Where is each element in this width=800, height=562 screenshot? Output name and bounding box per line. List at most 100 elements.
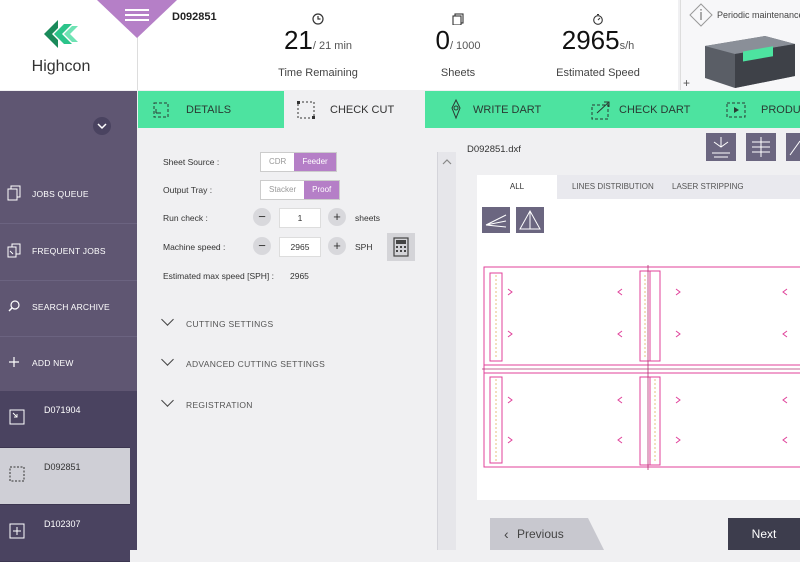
file-name: D092851.dxf xyxy=(467,144,521,155)
triangle-tool-button[interactable] xyxy=(516,207,544,233)
sidebar-item-search-archive[interactable]: SEARCH ARCHIVE xyxy=(0,280,137,337)
machine-speed-unit: SPH xyxy=(355,242,373,252)
section-registration[interactable]: REGISTRATION xyxy=(161,394,253,410)
sidebar-item-label: SEARCH ARCHIVE xyxy=(32,302,110,312)
dxf-preview-canvas[interactable] xyxy=(477,199,800,500)
machine-speed-label: Machine speed : xyxy=(163,242,226,252)
previous-label: Previous xyxy=(517,527,564,541)
job-item-label: D092851 xyxy=(44,462,81,472)
chevron-down-icon xyxy=(161,394,174,407)
view-tab-all[interactable]: ALL xyxy=(477,175,557,199)
write-dart-icon xyxy=(451,98,461,120)
chevron-left-icon: ‹ xyxy=(504,526,509,542)
tab-details[interactable]: DETAILS xyxy=(138,91,284,128)
run-check-label: Run check : xyxy=(163,213,208,223)
section-label: CUTTING SETTINGS xyxy=(186,319,274,329)
laser-beam-button[interactable] xyxy=(482,207,510,233)
laser-icon xyxy=(712,137,730,158)
align-tool-button[interactable] xyxy=(746,133,776,161)
sidebar-scrollbar[interactable] xyxy=(130,391,137,550)
run-check-input[interactable]: 1 xyxy=(279,208,321,228)
menu-button[interactable] xyxy=(97,0,177,38)
machine-speed-decrement-button[interactable]: − xyxy=(253,237,271,255)
job-icon xyxy=(9,409,25,425)
metric-label: Time Remaining xyxy=(278,67,358,79)
sidebar-item-label: JOBS QUEUE xyxy=(32,189,89,199)
job-item-label: D071904 xyxy=(44,405,81,415)
measure-tool-button[interactable] xyxy=(786,133,800,161)
sheets-icon xyxy=(452,13,464,25)
job-item-label: D102307 xyxy=(44,519,81,529)
view-tabs: ALL LINES DISTRIBUTION LASER STRIPPING xyxy=(477,175,800,199)
job-item-d102307[interactable]: D102307 xyxy=(0,505,130,562)
laser-beam-icon xyxy=(485,214,507,228)
machine-speed-increment-button[interactable]: + xyxy=(328,237,346,255)
section-advanced-cutting-settings[interactable]: ADVANCED CUTTING SETTINGS xyxy=(161,353,326,369)
metric-sheets: 0/ 1000 Sheets xyxy=(388,0,528,90)
logo-text: Highcon xyxy=(31,58,91,75)
sidebar-item-jobs-queue[interactable]: JOBS QUEUE xyxy=(0,167,137,224)
tab-check-cut[interactable]: CHECK CUT xyxy=(284,91,425,128)
calculator-button[interactable] xyxy=(387,233,415,261)
tab-label: WRITE DART xyxy=(473,104,542,116)
section-cutting-settings[interactable]: CUTTING SETTINGS xyxy=(161,313,274,329)
sidebar: JOBS QUEUE FREQUENT JOBS SEARCH ARCHIVE … xyxy=(0,91,137,562)
job-item-d092851[interactable]: D092851 xyxy=(0,448,130,505)
option-cdr[interactable]: CDR xyxy=(269,157,287,166)
sidebar-item-frequent-jobs[interactable]: FREQUENT JOBS xyxy=(0,224,137,281)
info-icon xyxy=(689,3,713,27)
metric-estimated-speed: 2965s/h Estimated Speed xyxy=(528,0,668,90)
output-tray-toggle[interactable]: Stacker Proof xyxy=(260,180,341,200)
metric-suffix: s/h xyxy=(619,40,635,52)
tab-check-dart[interactable]: CHECK DART xyxy=(573,91,713,128)
previous-button[interactable]: ‹ Previous xyxy=(490,518,588,550)
option-proof[interactable]: Proof xyxy=(304,181,340,199)
option-feeder[interactable]: Feeder xyxy=(294,153,336,171)
sheet-source-toggle[interactable]: CDR Feeder xyxy=(260,152,337,172)
search-icon xyxy=(8,300,20,312)
metric-label: Estimated Speed xyxy=(556,67,640,79)
next-button[interactable]: Next xyxy=(728,518,800,550)
current-job-id: D092851 xyxy=(172,11,217,23)
sheet-source-label: Sheet Source : xyxy=(163,157,220,167)
run-check-unit: sheets xyxy=(355,213,381,223)
stopwatch-icon xyxy=(593,13,603,25)
tab-production[interactable]: PRODUC xyxy=(713,91,800,128)
tab-write-dart[interactable]: WRITE DART xyxy=(425,91,573,128)
tab-label: PRODUC xyxy=(761,104,800,116)
sidebar-item-label: ADD NEW xyxy=(32,358,74,368)
chevron-up-icon[interactable] xyxy=(441,158,453,166)
metric-time-remaining: 21/ 21 min Time Remaining xyxy=(248,0,388,90)
section-label: ADVANCED CUTTING SETTINGS xyxy=(186,359,326,369)
check-dart-icon xyxy=(591,101,610,120)
jobs-queue-icon xyxy=(7,185,21,201)
metric-label: Sheets xyxy=(440,67,476,79)
check-cut-icon xyxy=(297,101,315,119)
expand-icon[interactable]: + xyxy=(683,76,691,90)
job-icon xyxy=(9,466,25,482)
sidebar-item-add-new[interactable]: ADD NEW xyxy=(0,336,137,393)
metric-value: 0 xyxy=(435,25,450,55)
maintenance-text: Periodic maintenance xyxy=(717,10,800,20)
maintenance-panel[interactable]: Periodic maintenance + xyxy=(680,0,800,90)
machine-image-icon xyxy=(705,36,795,88)
metric-suffix: / 1000 xyxy=(449,40,481,52)
machine-speed-input[interactable]: 2965 xyxy=(279,237,321,257)
option-stacker[interactable]: Stacker xyxy=(269,185,297,194)
clock-icon xyxy=(312,13,324,25)
triangle-icon xyxy=(519,209,541,230)
run-check-increment-button[interactable]: + xyxy=(328,208,346,226)
view-tab-laser-stripping[interactable]: LASER STRIPPING xyxy=(672,182,744,191)
tab-label: CHECK CUT xyxy=(330,104,395,116)
run-check-decrement-button[interactable]: − xyxy=(253,208,271,226)
hamburger-icon xyxy=(125,9,149,11)
view-tab-lines-distribution[interactable]: LINES DISTRIBUTION xyxy=(572,182,654,191)
form-scrollbar[interactable] xyxy=(437,152,456,550)
job-item-d071904[interactable]: D071904 xyxy=(0,391,130,448)
die-cut-drawing xyxy=(482,265,800,470)
header: 21/ 21 min Time Remaining 0/ 1000 Sheets… xyxy=(138,0,678,90)
est-max-speed-label: Estimated max speed [SPH] : xyxy=(163,271,275,281)
laser-tool-button[interactable] xyxy=(706,133,736,161)
measure-icon xyxy=(789,140,800,156)
collapse-chevron-icon[interactable] xyxy=(92,116,112,136)
